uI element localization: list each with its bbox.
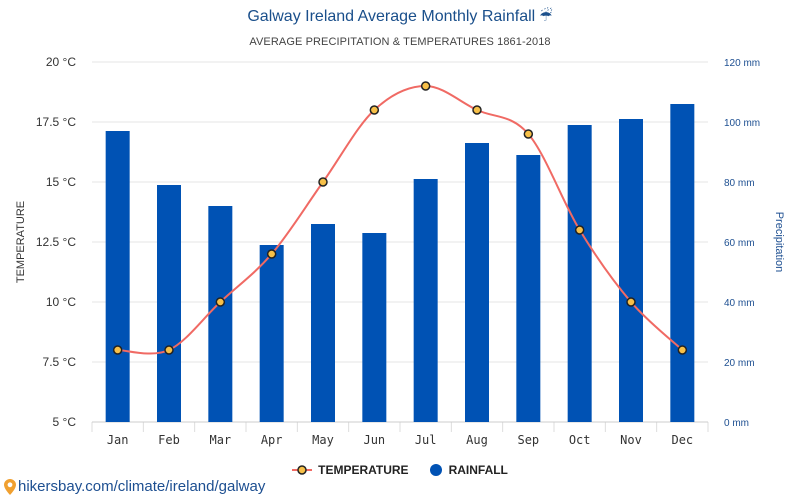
x-axis-tick-label: Oct [569, 433, 591, 447]
right-axis-tick-label: 100 mm [724, 118, 760, 129]
right-axis-tick-label: 60 mm [724, 238, 755, 249]
x-axis-tick-label: Jan [107, 433, 129, 447]
temperature-point [420, 81, 431, 91]
source-link-text: hikersbay.com/climate/ireland/galway [18, 478, 266, 495]
right-axis-tick-label: 40 mm [724, 298, 755, 309]
temperature-point [523, 129, 534, 139]
x-axis-tick-label: May [312, 433, 334, 447]
legend-label-rainfall: RAINFALL [448, 463, 508, 477]
right-axis-tick-label: 20 mm [724, 358, 755, 369]
right-axis-tick-label: 0 mm [724, 418, 749, 429]
temperature-point [266, 249, 277, 259]
x-axis-tick-label: Mar [209, 433, 231, 447]
temperature-point [369, 105, 380, 115]
rainfall-bar [413, 179, 438, 422]
right-axis-tick-label: 80 mm [724, 178, 755, 189]
rainfall-bar [516, 155, 541, 422]
x-axis-tick-label: Feb [158, 433, 180, 447]
rainfall-bar [105, 131, 130, 422]
temperature-point [112, 345, 123, 355]
x-axis-tick-label: Sep [517, 433, 539, 447]
x-axis-tick-label: Dec [671, 433, 693, 447]
chart-subtitle: AVERAGE PRECIPITATION & TEMPERATURES 186… [249, 36, 551, 48]
chart-title-text: Galway Ireland Average Monthly Rainfall [247, 8, 536, 25]
rainfall-bar [670, 104, 695, 422]
legend-temperature-marker-icon [292, 465, 313, 475]
temperature-point [677, 345, 688, 355]
rainfall-bar [362, 233, 387, 422]
legend-item-temperature[interactable]: TEMPERATURE [292, 463, 409, 477]
left-axis-tick-label: 7.5 °C [43, 355, 77, 369]
x-axis-tick-label: Apr [261, 433, 283, 447]
map-pin-icon [4, 478, 16, 495]
temperature-point [626, 297, 636, 307]
temperature-line [117, 84, 684, 355]
legend-label-temperature: TEMPERATURE [318, 463, 409, 477]
rainfall-bar [567, 125, 592, 422]
chart-title: Galway Ireland Average Monthly Rainfall ☔ [0, 7, 800, 26]
temperature-point [215, 297, 226, 307]
temperature-point [472, 105, 482, 115]
right-axis-title: Precipitation [773, 212, 785, 273]
temperature-point [164, 345, 174, 355]
chart-legend: TEMPERATURE RAINFALL [0, 463, 800, 477]
x-axis-tick-label: Jul [415, 433, 437, 447]
rainfall-bar [619, 119, 643, 422]
source-link[interactable]: hikersbay.com/climate/ireland/galway [4, 478, 265, 495]
left-axis-tick-label: 15 °C [46, 175, 76, 189]
left-axis-tick-label: 5 °C [53, 415, 77, 429]
rainfall-bar [311, 224, 335, 422]
left-axis-title: TEMPERATURE [15, 201, 27, 283]
rainfall-bar [465, 143, 489, 422]
x-axis-tick-label: Nov [620, 433, 642, 447]
left-axis-tick-label: 17.5 °C [36, 115, 76, 129]
temperature-point [318, 177, 328, 187]
left-axis-tick-label: 20 °C [46, 55, 76, 69]
temperature-point [574, 225, 585, 235]
x-axis-tick-label: Aug [466, 433, 488, 447]
legend-item-rainfall[interactable]: RAINFALL [429, 463, 508, 477]
rainfall-bar [157, 185, 181, 422]
rainfall-bar [259, 245, 284, 422]
rainfall-bar [208, 206, 233, 422]
legend-rainfall-marker-icon [429, 464, 442, 476]
right-axis-tick-label: 120 mm [724, 58, 760, 69]
umbrella-icon: ☔ [539, 8, 553, 25]
x-axis-tick-label: Jun [363, 433, 385, 447]
left-axis-tick-label: 10 °C [46, 295, 76, 309]
left-axis-tick-label: 12.5 °C [36, 235, 76, 249]
